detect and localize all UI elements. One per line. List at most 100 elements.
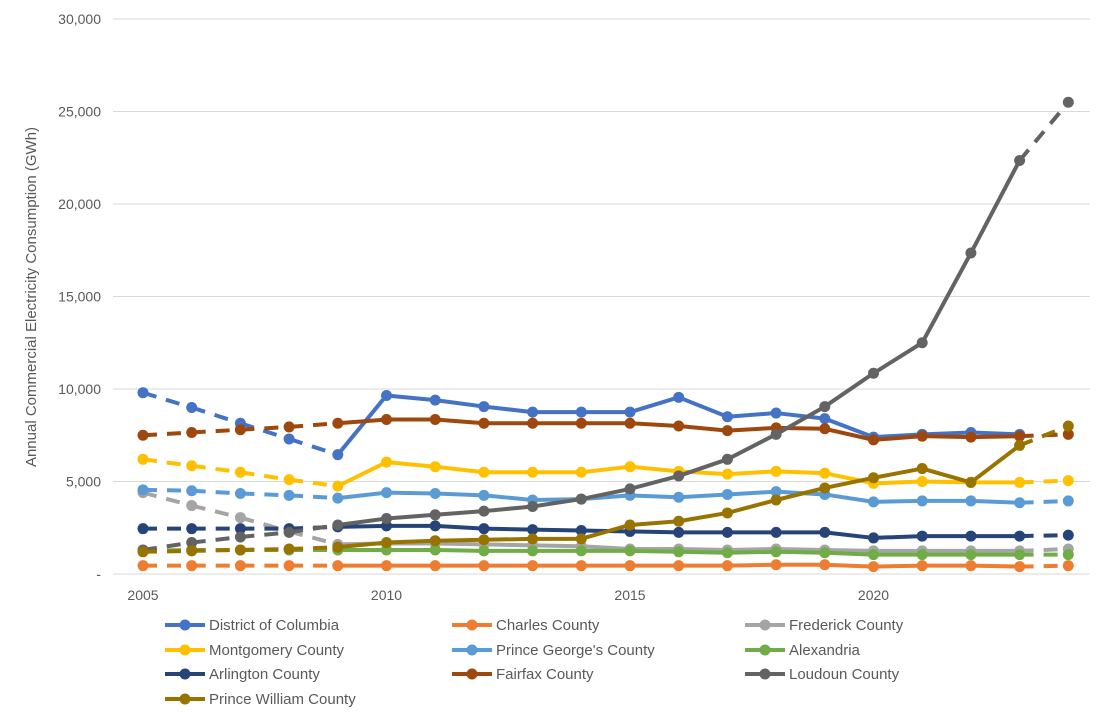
line-segment xyxy=(433,537,486,543)
line-segment xyxy=(239,515,290,534)
line-segment xyxy=(628,529,681,535)
line-segment xyxy=(530,543,584,549)
line-segment xyxy=(628,395,681,415)
data-point xyxy=(137,484,149,496)
line-segment xyxy=(1018,424,1070,448)
data-point xyxy=(770,526,782,538)
line-segment xyxy=(871,340,925,376)
data-point xyxy=(575,466,587,478)
line-segment xyxy=(142,548,192,554)
line-segment xyxy=(871,466,925,480)
data-point xyxy=(770,486,782,498)
data-point xyxy=(332,480,344,492)
data-point xyxy=(429,394,441,406)
data-point xyxy=(1014,561,1026,573)
data-point xyxy=(137,560,149,572)
data-point xyxy=(965,530,977,542)
line-segment xyxy=(920,251,973,345)
line-segment xyxy=(240,424,290,432)
line-segment xyxy=(191,405,242,426)
line-segment xyxy=(822,492,876,504)
line-segment xyxy=(240,547,290,552)
data-point xyxy=(819,482,831,494)
line-segment xyxy=(433,523,486,531)
line-segment xyxy=(191,488,241,496)
data-point xyxy=(1014,497,1026,509)
data-point xyxy=(283,560,295,572)
line-segment xyxy=(628,519,681,527)
data-point xyxy=(1062,549,1074,561)
y-tick-label: 25,000 xyxy=(58,104,101,120)
line-segment xyxy=(288,421,338,429)
line-segment xyxy=(288,437,339,457)
data-point xyxy=(137,546,149,558)
line-segment xyxy=(433,417,486,426)
data-point xyxy=(332,417,344,429)
line-segment xyxy=(774,469,827,476)
line-segment xyxy=(239,421,290,441)
line-segment xyxy=(481,526,535,532)
data-point xyxy=(527,545,539,557)
legend-label: Frederick County xyxy=(789,617,904,634)
data-point xyxy=(819,467,831,479)
data-point xyxy=(186,402,198,413)
data-point xyxy=(575,417,587,429)
data-point xyxy=(381,537,392,549)
line-segment xyxy=(433,541,486,547)
legend-label: Montgomery County xyxy=(209,642,345,659)
legend-item: Montgomery County xyxy=(165,642,345,659)
data-point xyxy=(770,494,782,506)
line-segment xyxy=(240,491,290,498)
data-point xyxy=(1062,495,1074,507)
line-segment xyxy=(579,522,632,541)
data-point xyxy=(527,417,539,429)
data-point xyxy=(478,401,490,413)
data-point xyxy=(673,391,685,403)
line-segment xyxy=(288,529,339,547)
data-point xyxy=(1062,428,1074,440)
line-segment xyxy=(968,443,1022,485)
line-segment xyxy=(871,534,925,540)
line-segment xyxy=(191,463,241,475)
data-point xyxy=(429,488,441,500)
data-point xyxy=(186,545,198,557)
x-axis-ticks: 2005 2010 2015 2020 xyxy=(127,587,889,603)
legend-label: Alexandria xyxy=(789,642,861,659)
gridlines xyxy=(113,18,1090,575)
data-point xyxy=(868,532,879,544)
line-segment xyxy=(968,563,1022,569)
line-segment xyxy=(142,457,192,468)
data-point xyxy=(381,487,392,499)
data-point xyxy=(283,433,295,445)
line-segment xyxy=(628,493,681,500)
y-tick-label: - xyxy=(96,566,101,582)
line-segment xyxy=(725,549,779,555)
line-segment xyxy=(774,411,827,421)
data-point xyxy=(234,560,246,572)
data-point xyxy=(624,560,636,572)
line-segment xyxy=(191,503,241,520)
legend-item: Loudoun County xyxy=(745,666,900,683)
line-segment xyxy=(142,430,192,438)
data-point xyxy=(673,515,685,527)
data-point xyxy=(429,509,441,521)
line-segment xyxy=(725,562,779,568)
legend-item: District of Columbia xyxy=(165,617,340,634)
line-segment xyxy=(335,540,389,550)
legend-label: District of Columbia xyxy=(209,617,340,634)
line-segment xyxy=(676,424,730,433)
line-segment xyxy=(142,390,193,410)
data-point xyxy=(916,560,928,572)
data-point xyxy=(770,559,782,571)
y-axis-ticks: - 5,000 10,000 15,000 20,000 25,000 30,000 xyxy=(58,11,101,582)
legend-marker xyxy=(466,668,478,680)
data-point xyxy=(1014,155,1026,167)
line-segment xyxy=(968,434,1022,440)
data-point xyxy=(673,546,685,558)
series-lines xyxy=(137,96,1074,573)
data-point xyxy=(1014,530,1026,542)
line-segment xyxy=(1018,100,1070,162)
data-point xyxy=(673,526,685,538)
data-point xyxy=(527,524,539,536)
data-point xyxy=(868,561,879,573)
